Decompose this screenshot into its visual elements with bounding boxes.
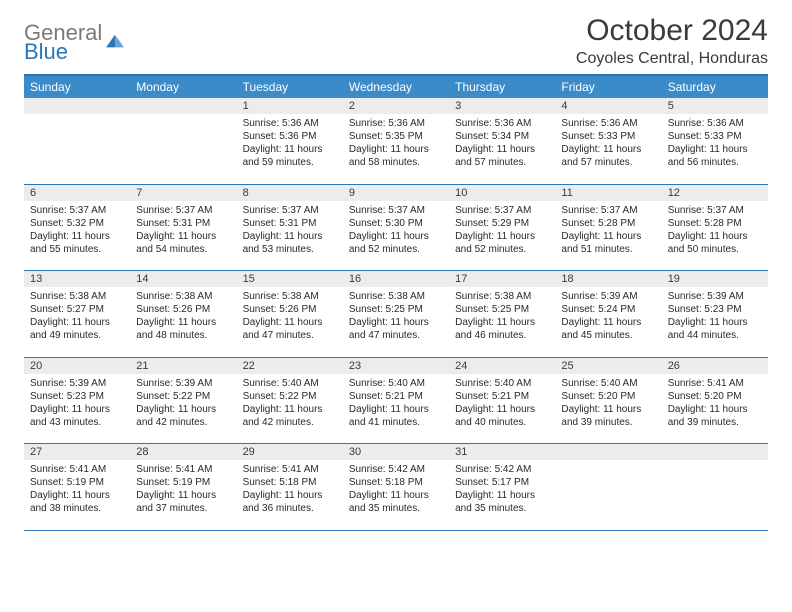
day-content-cell: Sunrise: 5:41 AMSunset: 5:19 PMDaylight:… bbox=[24, 460, 130, 530]
day-number-cell: 5 bbox=[662, 98, 768, 114]
day-content-cell bbox=[24, 114, 130, 184]
weekday-header: Wednesday bbox=[343, 75, 449, 98]
day-number-cell: 4 bbox=[555, 98, 661, 114]
day-number-cell: 30 bbox=[343, 444, 449, 461]
day-content-cell: Sunrise: 5:37 AMSunset: 5:31 PMDaylight:… bbox=[237, 201, 343, 271]
day-content-cell: Sunrise: 5:37 AMSunset: 5:31 PMDaylight:… bbox=[130, 201, 236, 271]
day-number-cell: 18 bbox=[555, 271, 661, 288]
weekday-header: Monday bbox=[130, 75, 236, 98]
day-content-cell: Sunrise: 5:41 AMSunset: 5:19 PMDaylight:… bbox=[130, 460, 236, 530]
day-number-cell: 22 bbox=[237, 357, 343, 374]
day-content-cell: Sunrise: 5:37 AMSunset: 5:29 PMDaylight:… bbox=[449, 201, 555, 271]
day-number-cell: 12 bbox=[662, 184, 768, 201]
day-content-cell: Sunrise: 5:41 AMSunset: 5:18 PMDaylight:… bbox=[237, 460, 343, 530]
day-number-row: 12345 bbox=[24, 98, 768, 114]
day-content-cell: Sunrise: 5:38 AMSunset: 5:27 PMDaylight:… bbox=[24, 287, 130, 357]
calendar-table: SundayMondayTuesdayWednesdayThursdayFrid… bbox=[24, 74, 768, 531]
day-content-row: Sunrise: 5:41 AMSunset: 5:19 PMDaylight:… bbox=[24, 460, 768, 530]
day-content-cell: Sunrise: 5:37 AMSunset: 5:30 PMDaylight:… bbox=[343, 201, 449, 271]
day-number-row: 13141516171819 bbox=[24, 271, 768, 288]
day-number-cell bbox=[555, 444, 661, 461]
day-number-row: 6789101112 bbox=[24, 184, 768, 201]
header: General Blue October 2024 Coyoles Centra… bbox=[24, 14, 768, 68]
day-content-cell: Sunrise: 5:40 AMSunset: 5:21 PMDaylight:… bbox=[449, 374, 555, 444]
day-number-cell: 13 bbox=[24, 271, 130, 288]
day-number-cell: 28 bbox=[130, 444, 236, 461]
day-content-cell: Sunrise: 5:36 AMSunset: 5:33 PMDaylight:… bbox=[555, 114, 661, 184]
location-label: Coyoles Central, Honduras bbox=[576, 50, 768, 68]
weekday-header-row: SundayMondayTuesdayWednesdayThursdayFrid… bbox=[24, 75, 768, 98]
weekday-header: Friday bbox=[555, 75, 661, 98]
day-content-cell: Sunrise: 5:39 AMSunset: 5:23 PMDaylight:… bbox=[662, 287, 768, 357]
day-content-cell: Sunrise: 5:36 AMSunset: 5:34 PMDaylight:… bbox=[449, 114, 555, 184]
day-content-cell: Sunrise: 5:41 AMSunset: 5:20 PMDaylight:… bbox=[662, 374, 768, 444]
day-number-cell: 25 bbox=[555, 357, 661, 374]
day-content-cell: Sunrise: 5:38 AMSunset: 5:25 PMDaylight:… bbox=[343, 287, 449, 357]
day-content-row: Sunrise: 5:37 AMSunset: 5:32 PMDaylight:… bbox=[24, 201, 768, 271]
day-number-cell: 3 bbox=[449, 98, 555, 114]
day-number-cell: 15 bbox=[237, 271, 343, 288]
day-number-cell: 2 bbox=[343, 98, 449, 114]
day-number-cell: 6 bbox=[24, 184, 130, 201]
day-number-cell: 8 bbox=[237, 184, 343, 201]
day-content-cell: Sunrise: 5:38 AMSunset: 5:26 PMDaylight:… bbox=[130, 287, 236, 357]
day-content-cell: Sunrise: 5:38 AMSunset: 5:26 PMDaylight:… bbox=[237, 287, 343, 357]
weekday-header: Sunday bbox=[24, 75, 130, 98]
day-number-cell: 19 bbox=[662, 271, 768, 288]
day-number-cell: 1 bbox=[237, 98, 343, 114]
title-block: October 2024 Coyoles Central, Honduras bbox=[576, 14, 768, 68]
day-content-cell: Sunrise: 5:37 AMSunset: 5:28 PMDaylight:… bbox=[555, 201, 661, 271]
weekday-header: Thursday bbox=[449, 75, 555, 98]
day-number-cell bbox=[662, 444, 768, 461]
day-content-cell: Sunrise: 5:40 AMSunset: 5:22 PMDaylight:… bbox=[237, 374, 343, 444]
day-content-cell: Sunrise: 5:40 AMSunset: 5:20 PMDaylight:… bbox=[555, 374, 661, 444]
day-content-cell bbox=[662, 460, 768, 530]
day-number-cell: 24 bbox=[449, 357, 555, 374]
day-number-row: 2728293031 bbox=[24, 444, 768, 461]
day-number-cell: 29 bbox=[237, 444, 343, 461]
day-number-cell: 20 bbox=[24, 357, 130, 374]
day-content-row: Sunrise: 5:36 AMSunset: 5:36 PMDaylight:… bbox=[24, 114, 768, 184]
day-number-cell: 16 bbox=[343, 271, 449, 288]
day-number-cell bbox=[24, 98, 130, 114]
day-content-cell: Sunrise: 5:40 AMSunset: 5:21 PMDaylight:… bbox=[343, 374, 449, 444]
day-content-cell: Sunrise: 5:39 AMSunset: 5:22 PMDaylight:… bbox=[130, 374, 236, 444]
logo-triangle-icon bbox=[104, 33, 126, 51]
day-content-cell bbox=[555, 460, 661, 530]
day-number-cell: 23 bbox=[343, 357, 449, 374]
day-number-cell: 17 bbox=[449, 271, 555, 288]
weekday-header: Tuesday bbox=[237, 75, 343, 98]
day-content-row: Sunrise: 5:38 AMSunset: 5:27 PMDaylight:… bbox=[24, 287, 768, 357]
day-number-cell: 7 bbox=[130, 184, 236, 201]
day-content-row: Sunrise: 5:39 AMSunset: 5:23 PMDaylight:… bbox=[24, 374, 768, 444]
weekday-header: Saturday bbox=[662, 75, 768, 98]
day-content-cell: Sunrise: 5:36 AMSunset: 5:35 PMDaylight:… bbox=[343, 114, 449, 184]
day-number-cell: 21 bbox=[130, 357, 236, 374]
day-content-cell: Sunrise: 5:38 AMSunset: 5:25 PMDaylight:… bbox=[449, 287, 555, 357]
day-number-cell bbox=[130, 98, 236, 114]
day-number-row: 20212223242526 bbox=[24, 357, 768, 374]
day-content-cell: Sunrise: 5:37 AMSunset: 5:28 PMDaylight:… bbox=[662, 201, 768, 271]
day-content-cell: Sunrise: 5:36 AMSunset: 5:36 PMDaylight:… bbox=[237, 114, 343, 184]
logo: General Blue bbox=[24, 14, 126, 63]
day-number-cell: 11 bbox=[555, 184, 661, 201]
day-number-cell: 26 bbox=[662, 357, 768, 374]
day-content-cell: Sunrise: 5:42 AMSunset: 5:17 PMDaylight:… bbox=[449, 460, 555, 530]
day-content-cell: Sunrise: 5:39 AMSunset: 5:23 PMDaylight:… bbox=[24, 374, 130, 444]
day-content-cell: Sunrise: 5:37 AMSunset: 5:32 PMDaylight:… bbox=[24, 201, 130, 271]
month-title: October 2024 bbox=[576, 14, 768, 48]
day-number-cell: 27 bbox=[24, 444, 130, 461]
day-number-cell: 9 bbox=[343, 184, 449, 201]
day-content-cell: Sunrise: 5:42 AMSunset: 5:18 PMDaylight:… bbox=[343, 460, 449, 530]
day-number-cell: 14 bbox=[130, 271, 236, 288]
day-number-cell: 10 bbox=[449, 184, 555, 201]
day-content-cell bbox=[130, 114, 236, 184]
day-content-cell: Sunrise: 5:39 AMSunset: 5:24 PMDaylight:… bbox=[555, 287, 661, 357]
day-content-cell: Sunrise: 5:36 AMSunset: 5:33 PMDaylight:… bbox=[662, 114, 768, 184]
day-number-cell: 31 bbox=[449, 444, 555, 461]
